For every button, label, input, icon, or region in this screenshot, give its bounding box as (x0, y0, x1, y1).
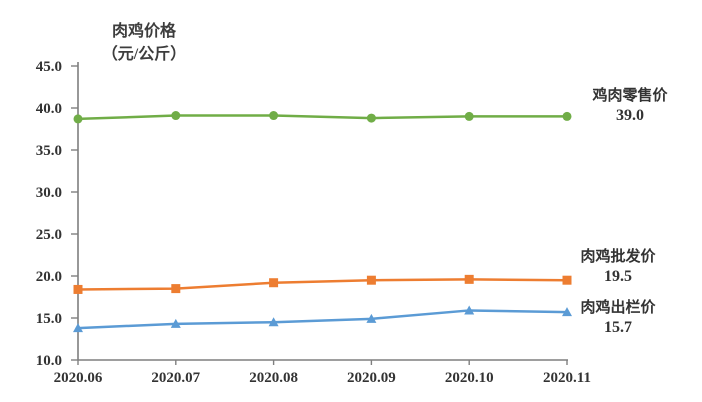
y-tick-label: 40.0 (36, 101, 62, 117)
data-point-marker (269, 278, 279, 288)
x-axis-ticks: 2020.06 2020.07 2020.08 2020.09 2020.10 2020.… (54, 360, 591, 386)
y-tick-label: 45.0 (36, 59, 62, 75)
data-point-marker (171, 284, 181, 294)
x-tick-label: 2020.09 (347, 370, 396, 386)
y-tick-label: 20.0 (36, 269, 62, 285)
data-point-marker (73, 323, 83, 333)
y-tick-label: 35.0 (36, 143, 62, 159)
data-point-marker (562, 275, 572, 285)
series-name-wholesale: 肉鸡批发价 (580, 249, 656, 265)
y-axis-ticks: 45.0 40.0 35.0 30.0 25.0 20.0 15.0 10.0 (36, 59, 78, 369)
series-annotation-retail: 鸡肉零售价 39.0 (582, 86, 678, 126)
series-name-farmgate: 肉鸡出栏价 (580, 300, 656, 316)
series-line-1 (73, 274, 572, 294)
x-tick-label: 2020.07 (151, 370, 200, 386)
chart-title-line1: 肉鸡价格 (111, 23, 176, 40)
data-point-marker (171, 111, 181, 121)
y-tick-label: 15.0 (36, 311, 62, 327)
data-point-marker (268, 317, 279, 327)
data-point-marker (464, 274, 474, 284)
y-tick-label: 30.0 (36, 185, 62, 201)
x-tick-label: 2020.11 (543, 370, 591, 386)
axes (77, 62, 568, 361)
data-point-marker (366, 313, 377, 323)
data-point-marker (170, 318, 181, 328)
data-point-marker (464, 305, 475, 315)
chart-title: 肉鸡价格 （元/公斤） (88, 20, 200, 66)
data-point-marker (269, 111, 279, 121)
series-name-retail: 鸡肉零售价 (592, 88, 668, 104)
x-tick-label: 2020.08 (249, 370, 298, 386)
data-point-marker (366, 113, 376, 123)
data-point-marker (73, 114, 83, 124)
data-point-marker (562, 307, 572, 317)
y-tick-label: 10.0 (36, 353, 62, 369)
series-annotation-wholesale: 肉鸡批发价 19.5 (574, 247, 662, 287)
chart-title-unit: （元/公斤） (101, 46, 187, 63)
y-tick-label: 25.0 (36, 227, 62, 243)
series-value-farmgate: 15.7 (604, 319, 632, 336)
series-line-2 (73, 305, 572, 333)
data-point-marker (73, 284, 83, 294)
series-line-0 (73, 111, 572, 124)
series-annotation-farmgate: 肉鸡出栏价 15.7 (574, 298, 662, 338)
x-tick-label: 2020.10 (445, 370, 494, 386)
data-point-marker (464, 111, 474, 121)
series-value-retail: 39.0 (616, 107, 644, 124)
data-point-marker (366, 275, 376, 285)
data-point-marker (562, 111, 572, 121)
series-value-wholesale: 19.5 (604, 268, 632, 285)
x-tick-label: 2020.06 (54, 370, 103, 386)
